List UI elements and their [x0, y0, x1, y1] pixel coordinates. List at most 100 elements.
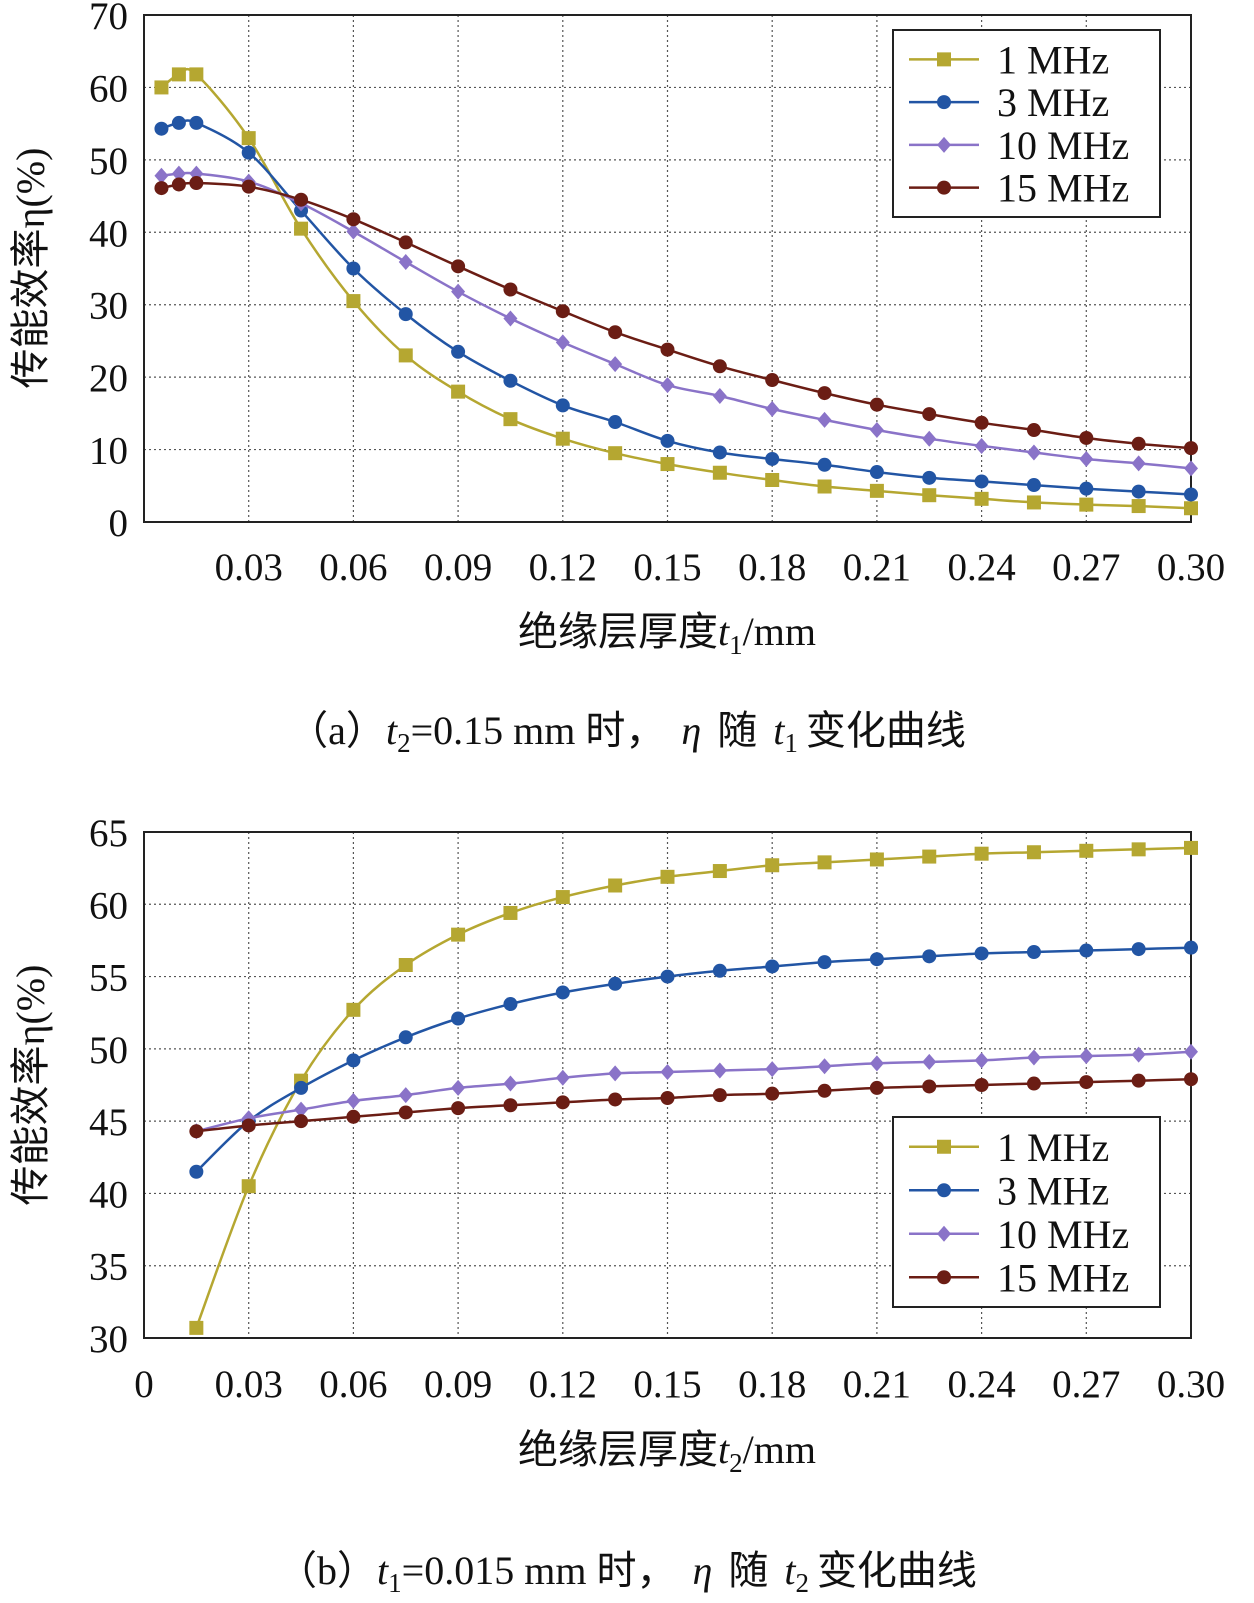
chart-a-data-point — [660, 457, 675, 472]
chart-b-data-point — [712, 1062, 727, 1079]
chart-a-data-point — [765, 472, 780, 487]
chart-a-series-0 — [154, 67, 1198, 516]
chart-b-data-point — [869, 952, 884, 967]
chart-a-data-point — [1184, 501, 1198, 516]
chart-a-data-point — [451, 283, 466, 300]
caption-a: （a）t2=0.15 mm 时， η 随 t1 变化曲线 — [288, 708, 966, 758]
chart-a-series-line — [160, 119, 1192, 496]
chart-b-xtick-label: 0.21 — [843, 1363, 911, 1406]
chart-a-data-point — [974, 474, 989, 489]
chart-b-data-point — [974, 1052, 989, 1069]
chart-b-data-point — [1184, 1043, 1198, 1060]
chart-a-data-point — [869, 465, 884, 480]
caption-a-mid: =0.15 mm 时， — [411, 708, 666, 753]
chart-b-data-point — [974, 1078, 989, 1092]
chart-b-data-point — [608, 1092, 623, 1107]
chart-b-data-point — [765, 858, 780, 873]
chart-b-data-point — [1026, 845, 1041, 860]
chart-b-data-point — [712, 864, 727, 879]
chart-b-data-point — [451, 1011, 466, 1026]
chart-b-legend-label: 15 MHz — [997, 1255, 1129, 1300]
chart-a-ytick-label: 20 — [89, 357, 128, 400]
chart-a-data-point — [451, 259, 466, 274]
caption-b-sui: 随 — [728, 1548, 768, 1593]
chart-b-data-point — [869, 1080, 884, 1095]
chart-a-data-point — [294, 192, 309, 207]
chart-b-data-point — [1131, 942, 1146, 957]
chart-a-data-point — [154, 121, 169, 136]
chart-a-data-point — [294, 221, 309, 236]
chart-b-xtick-label: 0 — [134, 1363, 154, 1406]
chart-a-xtick-label: 0.09 — [424, 546, 492, 589]
chart-a-xtick-label: 0.03 — [215, 546, 283, 589]
chart-a-data-point — [1131, 455, 1146, 472]
chart-a-data-point — [241, 131, 256, 146]
chart-a-data-point — [1026, 495, 1041, 510]
chart-a-data-point — [974, 491, 989, 506]
chart-b-data-point — [346, 1092, 361, 1109]
chart-a-data-point — [555, 431, 570, 446]
chart-b-data-point — [608, 878, 623, 893]
chart-a-data-point — [503, 412, 518, 427]
chart-a-data-point — [608, 446, 623, 461]
chart-b-xtick-label: 0.30 — [1157, 1363, 1225, 1406]
chart-b-data-point — [974, 846, 989, 861]
chart-a-ytick-label: 50 — [89, 140, 128, 183]
chart-a-xtick-label: 0.06 — [319, 546, 387, 589]
chart-b-data-point — [1026, 1049, 1041, 1066]
chart-b-series-1 — [189, 940, 1198, 1179]
caption-a-var2: t — [773, 708, 785, 753]
chart-a-ytick-label: 30 — [89, 285, 128, 328]
chart-b-data-point — [922, 949, 937, 964]
chart-b-data-point — [294, 1101, 309, 1118]
chart-a-data-point — [608, 415, 623, 430]
chart-a-data-point — [922, 430, 937, 447]
caption-b-var1: t — [377, 1548, 389, 1593]
chart-a-xlabel: 绝缘层厚度t1/mm — [518, 609, 816, 660]
chart-a-data-point — [869, 483, 884, 498]
caption-b-tail: 变化曲线 — [817, 1548, 977, 1593]
chart-b-data-point — [346, 1002, 361, 1017]
chart-a-data-point — [1026, 478, 1041, 493]
chart-a-data-point — [1026, 423, 1041, 438]
chart-b-data-point — [765, 959, 780, 974]
chart-a-data-point — [398, 235, 413, 250]
caption-a-tail: 变化曲线 — [806, 708, 966, 753]
chart-a-data-point — [346, 294, 361, 309]
chart-b-data-point — [1079, 843, 1094, 858]
chart-b-ytick-label: 30 — [89, 1318, 128, 1361]
chart-b-data-point — [765, 1061, 780, 1078]
chart-b-data-point — [189, 1320, 204, 1335]
chart-a: 0 10 20 30 40 50 60 70 0.03 0.06 0.09 0.12 0.15 0.18 0… — [8, 0, 1225, 660]
chart-b-data-point — [660, 969, 675, 984]
chart-b-xtick-label: 0.12 — [529, 1363, 597, 1406]
chart-a-data-point — [398, 348, 413, 363]
caption-b-sub2: 2 — [795, 1568, 809, 1598]
chart-b-xtick-label: 0.15 — [633, 1363, 701, 1406]
chart-a-legend-label: 1 MHz — [997, 37, 1109, 82]
chart-a-ytick-label: 0 — [109, 502, 129, 545]
chart-b-data-point — [1184, 940, 1198, 955]
chart-b-xtick-label: 0.03 — [215, 1363, 283, 1406]
chart-b-data-point — [1184, 840, 1198, 855]
caption-b-var2: t — [784, 1548, 796, 1593]
chart-b-series-3 — [189, 1072, 1198, 1139]
chart-a-data-point — [241, 145, 256, 160]
chart-b-xtick-label: 0.06 — [319, 1363, 387, 1406]
chart-a-plot-frame — [143, 14, 1192, 523]
chart-b: 30 35 40 45 50 55 60 65 0 0.03 0.06 0.09 0.12 0.15 0.1… — [8, 812, 1225, 1478]
chart-a-data-point — [712, 465, 727, 480]
chart-a-legend-label: 10 MHz — [997, 123, 1129, 168]
chart-b-data-point — [555, 985, 570, 1000]
chart-b-ylabel: 传能效率η(%) — [8, 965, 53, 1206]
chart-b-data-point — [503, 905, 518, 920]
caption-a-eta: η — [681, 708, 701, 753]
caption-a-sub2: 1 — [784, 728, 798, 758]
chart-b-legend-marker — [937, 1270, 951, 1285]
chart-b-data-point — [1079, 1075, 1094, 1090]
caption-a-open: （a） — [288, 708, 386, 753]
chart-a-data-point — [171, 165, 186, 182]
chart-a-data-point — [660, 377, 675, 394]
chart-a-data-point — [171, 67, 186, 82]
chart-a-data-point — [1079, 430, 1094, 445]
